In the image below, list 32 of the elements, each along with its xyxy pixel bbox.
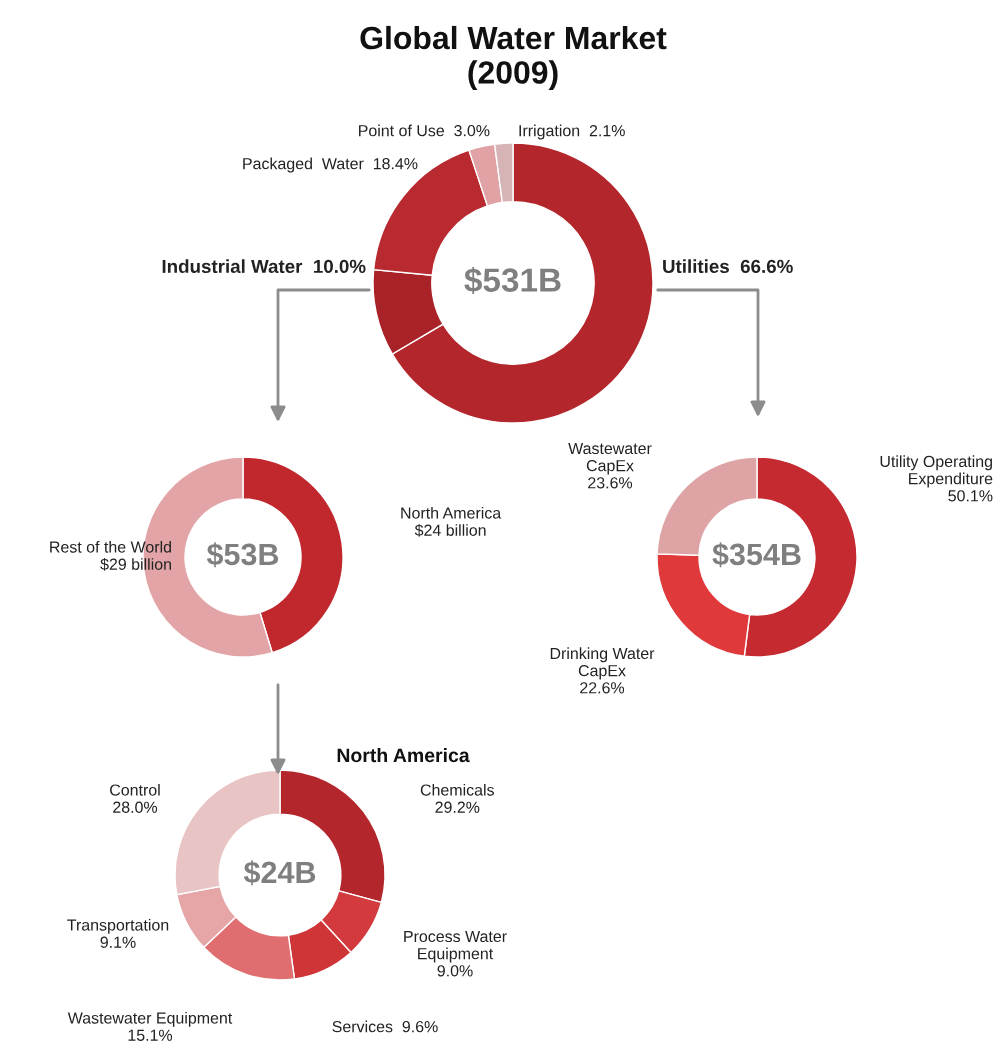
- text: $53B: [206, 542, 279, 568]
- data-label: 23.6%: [588, 477, 633, 489]
- slice-label: North America: [401, 506, 502, 519]
- slice-label: Rest of the World: [50, 540, 171, 553]
- slice-label: Point of Use 3.0%: [359, 124, 490, 137]
- slice-label: Process Water Equipment: [404, 930, 507, 963]
- slice-label: Transportation: [67, 918, 169, 934]
- data-label: 22.6%: [580, 682, 625, 694]
- slice-label: Services 9.6%: [332, 1020, 438, 1033]
- data-label: $29 billion: [100, 557, 171, 571]
- data-label: 15.1%: [128, 1029, 173, 1041]
- chart-title: North America: [337, 747, 470, 763]
- slice-label: Industrial Water 10.0%: [162, 259, 366, 274]
- data-label: 28.0%: [113, 801, 158, 813]
- slice-label: Utility Operating Expenditure: [880, 455, 993, 488]
- slice-label: Utilities 66.6%: [663, 259, 793, 274]
- slice-label: Wastewater CapEx: [568, 442, 652, 475]
- data-label: 9.1%: [100, 936, 136, 948]
- data-label: 29.2%: [435, 801, 480, 813]
- slice-label: Chemicals: [420, 783, 494, 796]
- data-label: $24 billion: [414, 523, 486, 537]
- slice-label: Packaged Water 18.4%: [243, 157, 418, 173]
- text: $24B: [243, 860, 316, 886]
- slice-label: Control: [110, 783, 160, 796]
- slice-label: Wastewater Equipment: [67, 1011, 233, 1027]
- slice-label: Drinking Water CapEx: [550, 647, 655, 680]
- slice-label: Irrigation 2.1%: [519, 124, 625, 140]
- data-label: 9.0%: [437, 965, 473, 977]
- text: $531B: [464, 266, 561, 295]
- data-label: 50.1%: [948, 490, 993, 502]
- chart-title: Global Water Market (2009): [360, 25, 667, 91]
- text: $354B: [712, 542, 801, 568]
